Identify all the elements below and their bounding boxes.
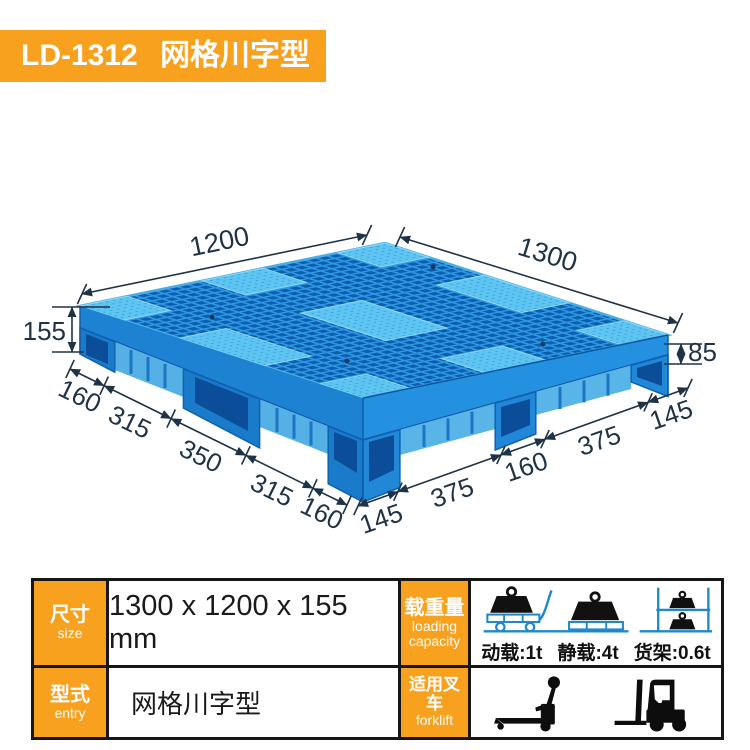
- dim-left-4: 160: [296, 490, 348, 536]
- forklift-label-cn: 适用叉车: [409, 675, 460, 713]
- entry-label-en: entry: [54, 704, 86, 721]
- size-label-cn: 尺寸: [50, 604, 90, 627]
- weights-on-rack-icon: [656, 587, 711, 632]
- forklift-value-cell: [468, 665, 721, 737]
- dim-left-1: 315: [104, 399, 156, 445]
- entry-label-cell: 型式 entry: [34, 665, 106, 737]
- load-label-en2: capacity: [408, 633, 461, 649]
- dim-left-2: 350: [175, 433, 227, 479]
- banner-model-code: LD-1312: [21, 39, 138, 72]
- load-label-cell: 载重量 loading capacity: [398, 581, 468, 665]
- pallet-side-band-left: [80, 306, 363, 440]
- load-icons: [483, 586, 713, 633]
- dynamic-load: 动载:1t: [481, 643, 543, 664]
- size-value: 1300 x 1200 x 155 mm: [109, 590, 348, 655]
- dimension-chain-right: 145 375 160 375 145: [353, 378, 696, 540]
- weight-on-cart-icon: [486, 586, 553, 633]
- spec-table: 尺寸 size 1300 x 1200 x 155 mm 载重量 loading…: [31, 578, 724, 740]
- load-label-en1: loading: [411, 617, 458, 634]
- dim-label-1300: 1300: [515, 231, 581, 277]
- banner-product-name: 网格川字型: [160, 39, 311, 72]
- dimension-height-85: 85: [664, 337, 717, 367]
- forklift-label-cell: 适用叉车 forklift: [398, 665, 468, 737]
- hand-pallet-jack-icon: [493, 675, 560, 732]
- entry-value: 网格川字型: [131, 689, 262, 719]
- load-label-cn: 载重量: [404, 596, 465, 619]
- dim-right-1: 375: [427, 471, 478, 513]
- entry-value-cell: 网格川字型: [106, 665, 398, 737]
- entry-label-cn: 型式: [50, 683, 90, 706]
- pallet-body: [75, 241, 673, 504]
- rack-load: 货架:0.6t: [633, 643, 711, 664]
- size-value-cell: 1300 x 1200 x 155 mm: [106, 581, 398, 665]
- size-label-en: size: [57, 625, 83, 642]
- dim-label-1200: 1200: [187, 221, 252, 263]
- dim-left-3: 315: [246, 467, 298, 513]
- pallet-diagram: 1200 1300 155 85: [23, 221, 717, 540]
- dim-label-155: 155: [23, 316, 66, 346]
- load-value-cell: 动载:1t 静载:4t 货架:0.6t: [468, 581, 721, 665]
- dim-left-0: 160: [54, 373, 106, 419]
- load-caption: 动载:1t 静载:4t 货架:0.6t: [481, 638, 711, 665]
- static-load: 静载:4t: [557, 643, 619, 664]
- pallet-side-band-right: [363, 335, 668, 440]
- weight-on-pallet-icon: [568, 591, 624, 631]
- size-label-cell: 尺寸 size: [34, 581, 106, 665]
- title-banner: LD-1312 网格川字型: [0, 30, 326, 82]
- forklift-icon: [614, 679, 686, 732]
- dimension-height-155: 155: [23, 306, 110, 353]
- dim-label-85: 85: [688, 337, 717, 367]
- forklift-label-en: forklift: [415, 712, 454, 729]
